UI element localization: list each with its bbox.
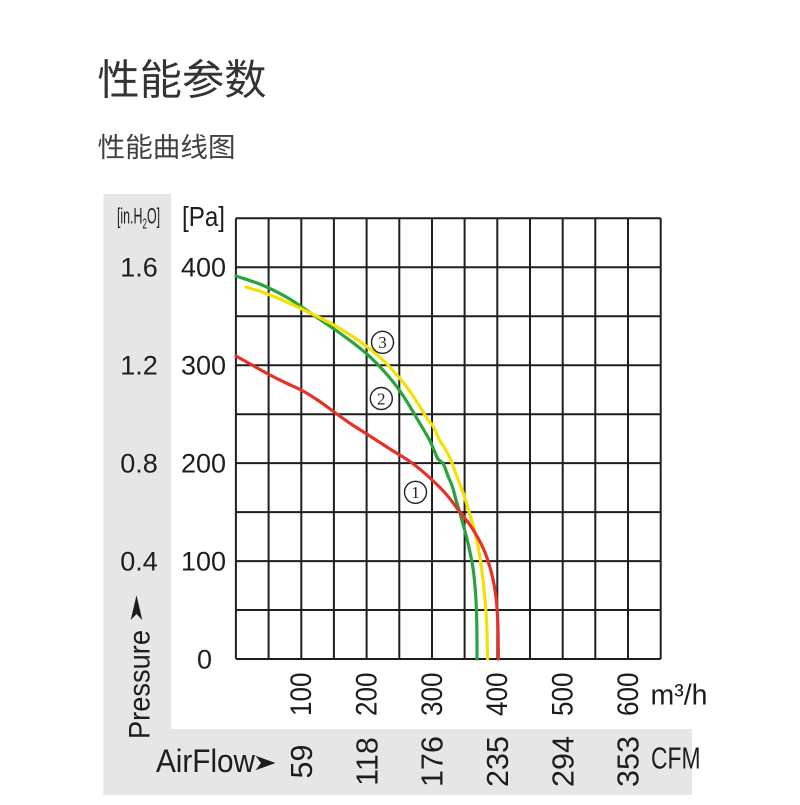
svg-text:[in.H2O]: [in.H2O] bbox=[117, 204, 160, 232]
svg-text:0: 0 bbox=[197, 644, 212, 674]
svg-text:0.8: 0.8 bbox=[120, 448, 158, 478]
svg-text:Pressure: Pressure bbox=[124, 630, 157, 739]
svg-text:1: 1 bbox=[411, 483, 420, 502]
svg-text:100: 100 bbox=[285, 673, 318, 717]
svg-text:1.2: 1.2 bbox=[120, 351, 158, 381]
svg-text:600: 600 bbox=[612, 673, 645, 717]
svg-text:294: 294 bbox=[546, 736, 580, 787]
svg-text:AirFlow: AirFlow bbox=[156, 743, 256, 779]
svg-text:0.4: 0.4 bbox=[120, 546, 158, 576]
svg-text:m³/h: m³/h bbox=[651, 680, 708, 712]
svg-text:CFM: CFM bbox=[651, 741, 701, 776]
svg-text:3: 3 bbox=[378, 333, 387, 352]
svg-text:500: 500 bbox=[547, 673, 580, 717]
svg-text:176: 176 bbox=[416, 736, 450, 787]
svg-text:300: 300 bbox=[181, 351, 226, 381]
svg-text:100: 100 bbox=[181, 546, 226, 576]
svg-text:200: 200 bbox=[181, 448, 226, 478]
svg-text:59: 59 bbox=[285, 745, 319, 779]
svg-text:400: 400 bbox=[181, 253, 226, 283]
svg-text:2: 2 bbox=[377, 389, 386, 408]
svg-text:400: 400 bbox=[481, 673, 514, 717]
svg-text:300: 300 bbox=[416, 673, 449, 717]
svg-text:200: 200 bbox=[350, 673, 383, 717]
svg-text:353: 353 bbox=[612, 736, 646, 787]
svg-text:235: 235 bbox=[481, 736, 515, 787]
svg-text:118: 118 bbox=[350, 737, 384, 786]
svg-text:[Pa]: [Pa] bbox=[182, 201, 225, 232]
svg-text:1.6: 1.6 bbox=[120, 253, 158, 283]
